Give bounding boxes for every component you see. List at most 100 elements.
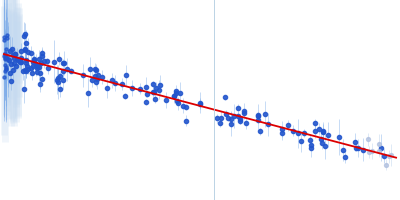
Point: [22, 62, 29, 65]
Point: [152, 97, 158, 101]
Point: [262, 112, 268, 116]
Point: [33, 63, 40, 66]
Point: [225, 116, 232, 120]
Point: [279, 132, 285, 135]
Point: [4, 33, 10, 36]
Point: [217, 117, 224, 120]
Point: [22, 48, 28, 52]
Point: [3, 57, 10, 60]
Point: [44, 60, 50, 63]
Point: [30, 60, 36, 64]
Point: [308, 146, 314, 150]
Point: [68, 69, 74, 72]
Point: [5, 58, 12, 61]
Point: [231, 115, 237, 118]
Point: [122, 95, 128, 98]
Point: [255, 119, 261, 122]
Point: [61, 61, 68, 65]
Point: [4, 36, 10, 40]
Point: [236, 118, 243, 121]
Point: [257, 130, 264, 133]
Point: [142, 100, 149, 104]
Point: [20, 88, 27, 91]
Point: [38, 61, 44, 64]
Point: [22, 68, 28, 71]
Point: [171, 95, 177, 98]
Point: [298, 140, 304, 143]
Point: [376, 143, 382, 146]
Point: [11, 62, 18, 65]
Point: [87, 67, 93, 71]
Point: [11, 56, 18, 59]
Point: [1, 75, 8, 78]
Point: [171, 94, 177, 98]
Point: [25, 51, 32, 54]
Point: [118, 82, 125, 86]
Point: [2, 57, 8, 60]
Point: [28, 72, 35, 75]
Point: [381, 154, 388, 157]
Point: [322, 144, 328, 147]
Point: [1, 54, 7, 57]
Point: [308, 144, 314, 147]
Point: [54, 78, 60, 81]
Point: [285, 124, 291, 127]
Point: [10, 68, 16, 71]
Point: [144, 92, 150, 95]
Point: [64, 68, 70, 71]
Point: [84, 91, 91, 94]
Point: [378, 146, 384, 149]
Point: [7, 79, 14, 83]
Point: [180, 104, 186, 107]
Point: [57, 87, 64, 90]
Point: [143, 85, 149, 88]
Point: [22, 69, 29, 72]
Point: [176, 91, 183, 94]
Point: [2, 63, 8, 66]
Point: [56, 57, 62, 60]
Point: [3, 67, 9, 70]
Point: [182, 106, 189, 109]
Point: [163, 98, 169, 101]
Point: [45, 67, 51, 70]
Point: [255, 115, 262, 118]
Point: [36, 83, 43, 86]
Point: [150, 90, 156, 93]
Point: [228, 118, 234, 121]
Point: [175, 102, 181, 105]
Point: [235, 115, 241, 118]
Point: [17, 49, 24, 53]
Point: [295, 132, 301, 135]
Point: [10, 53, 16, 57]
Point: [336, 136, 342, 139]
Point: [318, 137, 324, 141]
Point: [340, 148, 346, 151]
Point: [243, 121, 250, 125]
Point: [39, 54, 45, 58]
Point: [228, 122, 234, 125]
Point: [223, 112, 229, 116]
Point: [173, 91, 180, 94]
Point: [92, 74, 98, 77]
Point: [12, 52, 18, 55]
Point: [25, 67, 32, 70]
Point: [2, 56, 8, 59]
Point: [320, 130, 326, 133]
Point: [60, 61, 66, 64]
Point: [386, 155, 392, 158]
Point: [12, 53, 18, 56]
Point: [183, 119, 189, 122]
Point: [95, 73, 102, 76]
Point: [23, 41, 29, 44]
Point: [383, 163, 390, 166]
Point: [94, 77, 100, 81]
Point: [8, 62, 14, 65]
Point: [18, 61, 24, 64]
Point: [241, 111, 248, 114]
Point: [104, 87, 110, 90]
Point: [60, 78, 66, 81]
Point: [1, 35, 8, 38]
Point: [301, 132, 307, 135]
Point: [60, 70, 66, 73]
Point: [92, 80, 99, 83]
